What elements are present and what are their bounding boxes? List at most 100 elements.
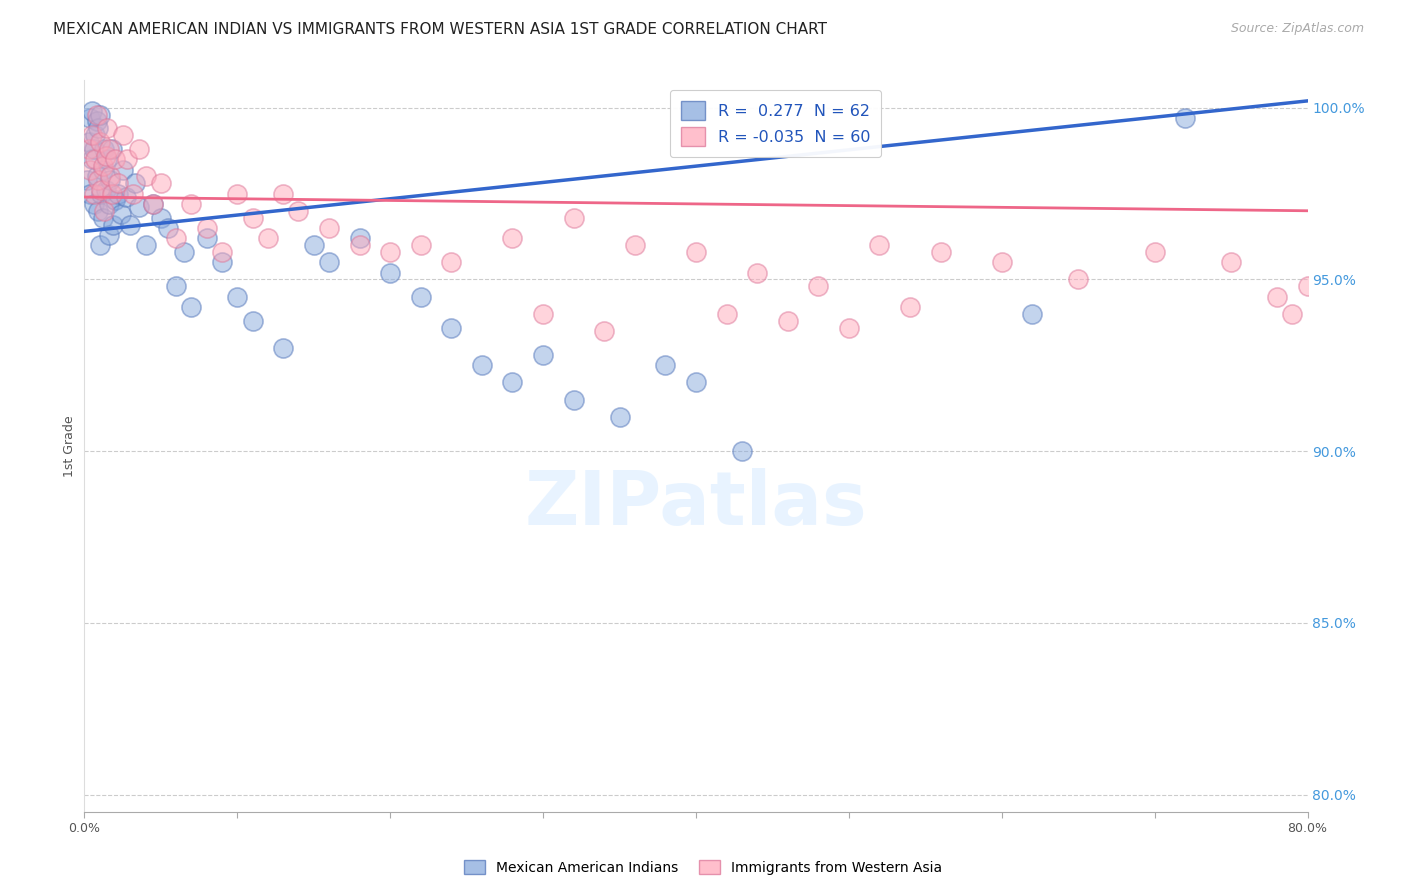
Point (128, 142, 150, 156)
Point (531, 348, 554, 362)
Point (349, 238, 371, 252)
Point (87, 173, 110, 187)
Point (242, 211, 264, 225)
Point (79, 162, 101, 177)
Point (98, 169, 121, 184)
Point (87, 203, 110, 218)
Point (79, 186, 101, 201)
Point (685, 376, 707, 390)
Point (1143, 244, 1166, 259)
Point (211, 255, 233, 269)
Point (91, 162, 114, 177)
Point (991, 255, 1014, 269)
Point (86, 169, 108, 184)
Point (654, 359, 676, 373)
Point (97, 227, 120, 242)
Point (195, 221, 218, 235)
Point (180, 197, 202, 211)
Point (90, 183, 112, 197)
Point (101, 142, 124, 156)
Point (80, 128, 103, 143)
Point (83, 142, 105, 156)
Text: Source: ZipAtlas.com: Source: ZipAtlas.com (1230, 22, 1364, 36)
Point (226, 186, 249, 201)
Point (1281, 307, 1303, 321)
Point (124, 176, 146, 190)
Point (79, 111, 101, 125)
Point (77, 135, 100, 149)
Point (149, 176, 172, 190)
Point (84, 128, 107, 143)
Point (84, 153, 107, 167)
Point (593, 324, 616, 338)
Point (502, 376, 524, 390)
Point (318, 221, 340, 235)
Point (86, 114, 108, 128)
Point (440, 320, 463, 334)
Point (77, 142, 100, 156)
Point (776, 313, 799, 327)
Point (93, 142, 115, 156)
Point (898, 300, 921, 314)
Point (562, 211, 585, 225)
Point (104, 153, 127, 167)
Point (128, 200, 150, 214)
Point (226, 290, 249, 304)
Point (211, 244, 233, 259)
Point (380, 266, 402, 280)
Point (87, 121, 110, 136)
Point (257, 231, 280, 245)
Point (98, 173, 121, 187)
Point (1067, 272, 1090, 286)
Point (165, 231, 187, 245)
Point (747, 266, 769, 280)
Point (1021, 307, 1043, 321)
Point (1220, 255, 1243, 269)
Point (103, 218, 125, 232)
Point (135, 238, 157, 252)
Point (157, 221, 180, 235)
Point (110, 207, 132, 221)
Point (562, 392, 585, 407)
Text: MEXICAN AMERICAN INDIAN VS IMMIGRANTS FROM WESTERN ASIA 1ST GRADE CORRELATION CH: MEXICAN AMERICAN INDIAN VS IMMIGRANTS FR… (53, 22, 827, 37)
Point (869, 238, 891, 252)
Point (271, 341, 294, 355)
Point (111, 128, 134, 143)
Point (89, 135, 111, 149)
Point (929, 244, 952, 259)
Point (89, 238, 111, 252)
Point (349, 231, 371, 245)
Point (440, 255, 463, 269)
Point (716, 307, 738, 321)
Text: ZIPatlas: ZIPatlas (524, 468, 868, 541)
Point (80, 104, 103, 119)
Point (287, 203, 309, 218)
Point (89, 107, 111, 121)
Point (97, 142, 120, 156)
Point (471, 359, 494, 373)
Point (609, 409, 631, 424)
Point (91, 159, 114, 173)
Point (502, 231, 524, 245)
Point (807, 279, 830, 293)
Point (96, 153, 118, 167)
Point (111, 162, 134, 177)
Point (838, 320, 860, 334)
Point (94, 149, 117, 163)
Point (531, 307, 554, 321)
Legend: R =  0.277  N = 62, R = -0.035  N = 60: R = 0.277 N = 62, R = -0.035 N = 60 (669, 90, 882, 158)
Point (97, 197, 120, 211)
Point (93, 203, 115, 218)
Point (114, 190, 136, 204)
Point (195, 231, 218, 245)
Point (80, 153, 103, 167)
Point (96, 121, 118, 136)
Point (83, 186, 105, 201)
Point (122, 186, 145, 201)
Point (86, 107, 108, 121)
Point (731, 444, 754, 458)
Point (149, 211, 172, 225)
Point (409, 238, 432, 252)
Point (107, 186, 129, 201)
Point (91, 211, 114, 225)
